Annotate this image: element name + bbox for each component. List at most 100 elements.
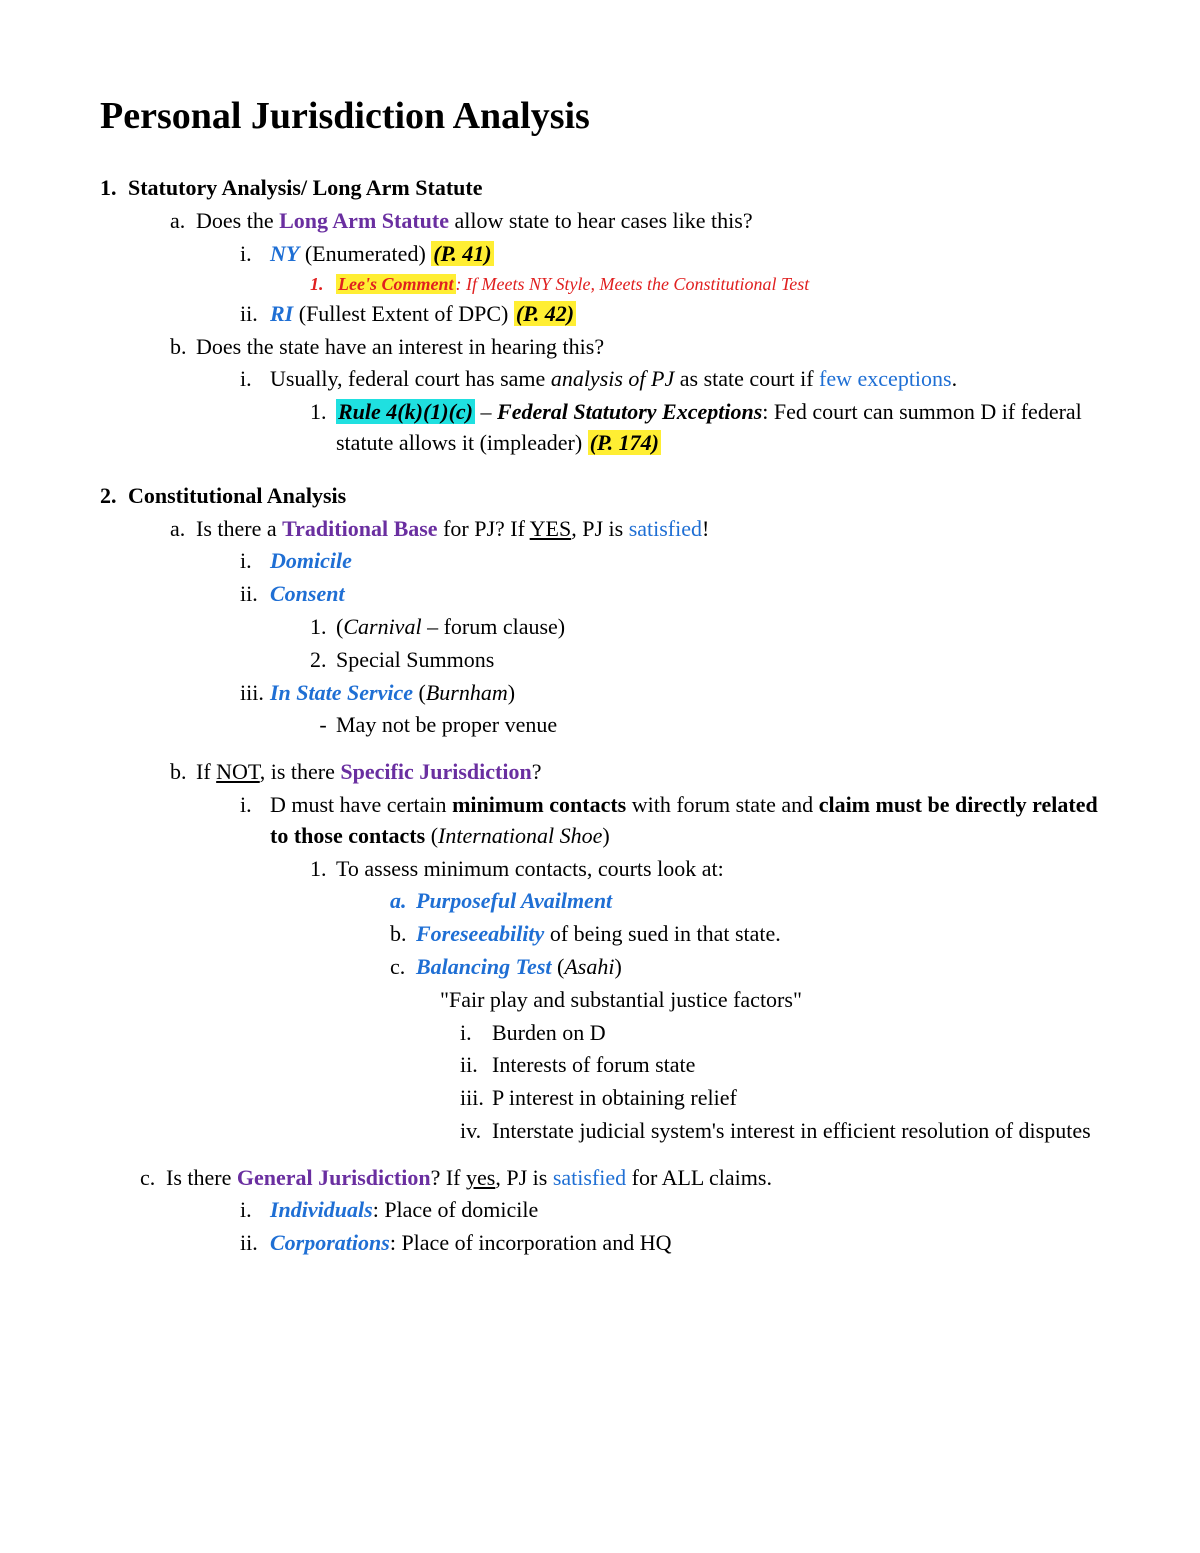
t: D must have certain: [270, 792, 452, 817]
t: ): [508, 680, 515, 705]
s1-a: a. Does the Long Arm Statute allow state…: [170, 206, 1100, 237]
s2-a-ii: ii. Consent: [240, 579, 1100, 610]
s2-c-i: i. Individuals: Place of domicile: [240, 1195, 1100, 1226]
text: In State Service (Burnham): [270, 678, 1100, 709]
s2-b: b. If NOT, is there Specific Jurisdictio…: [170, 757, 1100, 788]
t: , PJ is: [571, 516, 628, 541]
text: May not be proper venue: [336, 710, 1100, 741]
section-1: 1.Statutory Analysis/ Long Arm Statute: [100, 173, 1100, 204]
marker: i.: [240, 546, 270, 577]
marker: b.: [390, 919, 416, 950]
s2-a-ii-1: 1. (Carnival – forum clause): [310, 612, 1100, 643]
term-traditional-base: Traditional Base: [282, 516, 437, 541]
t: of being sued in that state.: [544, 921, 780, 946]
marker: ii.: [460, 1050, 492, 1081]
s2-b-i-1-b: b. Foreseeability of being sued in that …: [390, 919, 1100, 950]
marker: i.: [240, 239, 270, 270]
t: – forum clause): [422, 614, 566, 639]
text: Balancing Test (Asahi): [416, 952, 1100, 983]
text: If NOT, is there Specific Jurisdiction?: [196, 757, 1100, 788]
text: RI (Fullest Extent of DPC) (P. 42): [270, 299, 1100, 330]
s2-c-ii: ii. Corporations: Place of incorporation…: [240, 1228, 1100, 1259]
term-in-state-service: In State Service: [270, 680, 413, 705]
t: Is there: [166, 1165, 237, 1190]
term-domicile: Domicile: [270, 548, 352, 573]
s1-b: b. Does the state have an interest in he…: [170, 332, 1100, 363]
marker: ii.: [240, 299, 270, 330]
text: Does the state have an interest in heari…: [196, 332, 1100, 363]
not: NOT: [216, 759, 260, 784]
lee-comment: Lee's Comment: If Meets NY Style, Meets …: [336, 272, 1100, 297]
marker: 2.: [310, 645, 336, 676]
t: !: [702, 516, 709, 541]
t: (: [413, 680, 426, 705]
text: D must have certain minimum contacts wit…: [270, 790, 1100, 852]
marker: i.: [240, 1195, 270, 1226]
text: Does the Long Arm Statute allow state to…: [196, 206, 1100, 237]
marker: b.: [170, 757, 196, 788]
t: (: [552, 954, 565, 979]
term-ny: NY: [270, 241, 299, 266]
yes: YES: [530, 516, 572, 541]
text: To assess minimum contacts, courts look …: [336, 854, 1100, 885]
link-exceptions: few exceptions: [819, 366, 952, 391]
t: , is there: [260, 759, 341, 784]
s1-a-i: i. NY (Enumerated) (P. 41): [240, 239, 1100, 270]
text: Foreseeability of being sued in that sta…: [416, 919, 1100, 950]
text: Special Summons: [336, 645, 1100, 676]
s2-b-i-1-c-iii: iii. P interest in obtaining relief: [460, 1083, 1100, 1114]
s2-b-i-1-c: c. Balancing Test (Asahi): [390, 952, 1100, 983]
t: : Place of domicile: [373, 1197, 539, 1222]
t: If: [196, 759, 216, 784]
text: Consent: [270, 579, 1100, 610]
text: Corporations: Place of incorporation and…: [270, 1228, 1100, 1259]
term-consent: Consent: [270, 581, 345, 606]
s2-b-i-1-c-i: i. Burden on D: [460, 1018, 1100, 1049]
t: for ALL claims.: [626, 1165, 772, 1190]
satisfied: satisfied: [629, 516, 702, 541]
text: P interest in obtaining relief: [492, 1083, 1100, 1114]
heading: Statutory Analysis/ Long Arm Statute: [128, 175, 482, 200]
s1-a-ii: ii. RI (Fullest Extent of DPC) (P. 42): [240, 299, 1100, 330]
case-burnham: Burnham: [426, 680, 508, 705]
t: ? If: [431, 1165, 466, 1190]
s1-b-i-1: 1. Rule 4(k)(1)(c) – Federal Statutory E…: [310, 397, 1100, 459]
s2-b-i-1-c-ii: ii. Interests of forum state: [460, 1050, 1100, 1081]
s1-b-i: i. Usually, federal court has same analy…: [240, 364, 1100, 395]
t: with forum state and: [626, 792, 818, 817]
text: Is there a Traditional Base for PJ? If Y…: [196, 514, 1100, 545]
text: Burden on D: [492, 1018, 1100, 1049]
italic: analysis of PJ: [551, 366, 674, 391]
t: : Place of incorporation and HQ: [390, 1230, 672, 1255]
text: Is there General Jurisdiction? If yes, P…: [166, 1163, 1100, 1194]
s2-a: a. Is there a Traditional Base for PJ? I…: [170, 514, 1100, 545]
t: (Fullest Extent of DPC): [293, 301, 514, 326]
marker: 2.: [100, 481, 128, 512]
page-ref: (P. 42): [514, 301, 576, 326]
s2-c: c. Is there General Jurisdiction? If yes…: [140, 1163, 1100, 1194]
text: Individuals: Place of domicile: [270, 1195, 1100, 1226]
marker: 1.: [100, 173, 128, 204]
text: Interstate judicial system's interest in…: [492, 1116, 1100, 1147]
marker: ii.: [240, 579, 270, 610]
s2-b-i-1: 1. To assess minimum contacts, courts lo…: [310, 854, 1100, 885]
marker: 1.: [310, 854, 336, 885]
quote: "Fair play and substantial justice facto…: [440, 985, 1100, 1016]
marker: iii.: [240, 678, 270, 709]
marker: 1.: [310, 397, 336, 428]
page-ref: (P. 41): [431, 241, 493, 266]
text: (Carnival – forum clause): [336, 612, 1100, 643]
t: (: [425, 823, 438, 848]
s2-b-i-1-c-quote: "Fair play and substantial justice facto…: [440, 985, 1100, 1016]
s2-b-i: i. D must have certain minimum contacts …: [240, 790, 1100, 852]
text: NY (Enumerated) (P. 41): [270, 239, 1100, 270]
text: Rule 4(k)(1)(c) – Federal Statutory Exce…: [336, 397, 1100, 459]
t: Is there a: [196, 516, 282, 541]
page-title: Personal Jurisdiction Analysis: [100, 90, 1100, 143]
marker: a.: [170, 514, 196, 545]
text: Interests of forum state: [492, 1050, 1100, 1081]
text: Purposeful Availment: [416, 886, 1100, 917]
s2-b-i-1-a: a. Purposeful Availment: [390, 886, 1100, 917]
text: Usually, federal court has same analysis…: [270, 364, 1100, 395]
term-ri: RI: [270, 301, 293, 326]
